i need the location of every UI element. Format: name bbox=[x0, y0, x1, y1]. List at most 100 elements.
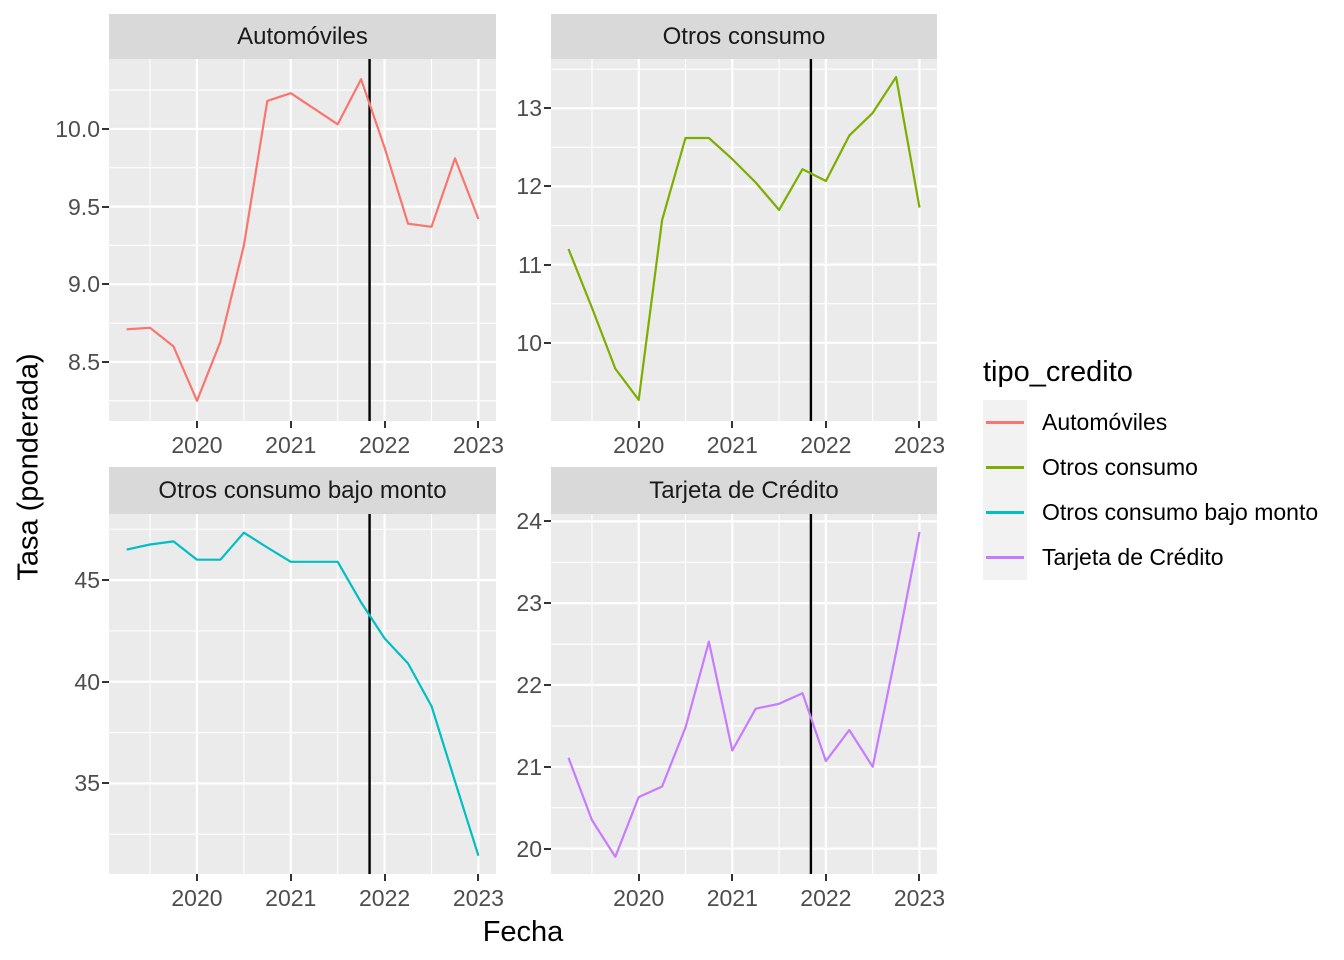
series-line-1 bbox=[567, 75, 921, 401]
legend-item: Tarjeta de Crédito bbox=[983, 535, 1318, 580]
legend-key bbox=[983, 400, 1027, 445]
legend-label: Otros consumo bbox=[1042, 454, 1198, 480]
facet-strip-otros-consumo: Otros consumo bbox=[551, 14, 937, 59]
x-tick-mark bbox=[477, 421, 480, 428]
y-tick-label: 20 bbox=[516, 835, 542, 862]
x-tick-label: 2021 bbox=[265, 885, 317, 911]
x-tick-label: 2021 bbox=[265, 432, 317, 458]
x-tick-mark bbox=[195, 421, 198, 428]
x-tick-label: 2023 bbox=[452, 885, 504, 911]
y-tick-label: 8.5 bbox=[68, 348, 100, 375]
y-tick-mark bbox=[544, 263, 551, 266]
x-tick-label: 2020 bbox=[613, 432, 665, 458]
x-tick-mark bbox=[289, 421, 292, 428]
legend-key bbox=[983, 490, 1027, 535]
panel-background bbox=[551, 514, 937, 874]
x-axis-title: Fecha bbox=[482, 916, 564, 948]
y-tick-label: 12 bbox=[516, 173, 542, 200]
facet-panel-2 bbox=[109, 514, 496, 874]
y-tick-label: 24 bbox=[516, 508, 542, 535]
x-tick-label: 2021 bbox=[706, 885, 758, 911]
legend-line-swatch bbox=[986, 466, 1024, 469]
facet-panel-3 bbox=[551, 514, 937, 874]
y-tick-label: 45 bbox=[74, 567, 100, 594]
y-tick-mark bbox=[544, 107, 551, 110]
x-tick-label: 2022 bbox=[800, 432, 852, 458]
x-tick-label: 2023 bbox=[893, 885, 946, 911]
y-axis-title: Tasa (ponderada) bbox=[12, 353, 45, 581]
x-tick-mark bbox=[637, 874, 640, 881]
y-tick-mark bbox=[102, 579, 109, 582]
y-tick-mark bbox=[102, 283, 109, 286]
x-tick-label: 2022 bbox=[358, 432, 411, 458]
facet-strip-otros-consumo-bajo-monto: Otros consumo bajo monto bbox=[109, 467, 496, 514]
x-tick-mark bbox=[195, 874, 198, 881]
x-tick-label: 2021 bbox=[706, 432, 758, 458]
facet-panel-1 bbox=[551, 59, 937, 421]
x-tick-mark bbox=[918, 874, 921, 881]
y-tick-mark bbox=[544, 847, 551, 850]
x-tick-mark bbox=[824, 421, 827, 428]
y-tick-mark bbox=[102, 782, 109, 785]
x-tick-mark bbox=[637, 421, 640, 428]
series-line-2 bbox=[126, 531, 480, 857]
legend-title: tipo_credito bbox=[983, 356, 1133, 388]
x-tick-label: 2020 bbox=[171, 432, 223, 458]
y-tick-label: 10 bbox=[516, 329, 542, 356]
legend-label: Tarjeta de Crédito bbox=[1042, 544, 1224, 570]
x-tick-mark bbox=[918, 421, 921, 428]
series-line-0 bbox=[126, 78, 480, 402]
facet-strip-label: Otros consumo bbox=[662, 22, 826, 50]
x-tick-label: 2022 bbox=[358, 885, 411, 911]
y-tick-mark bbox=[102, 127, 109, 130]
y-tick-label: 10.0 bbox=[55, 115, 100, 142]
y-tick-label: 40 bbox=[74, 668, 100, 695]
x-tick-mark bbox=[383, 421, 386, 428]
x-tick-label: 2022 bbox=[800, 885, 852, 911]
x-tick-mark bbox=[289, 874, 292, 881]
legend-label: Automóviles bbox=[1042, 409, 1168, 435]
panel-background bbox=[551, 59, 937, 421]
legend-line-swatch bbox=[986, 511, 1024, 514]
legend-key bbox=[983, 445, 1027, 490]
x-tick-label: 2023 bbox=[452, 432, 504, 458]
x-tick-mark bbox=[477, 874, 480, 881]
x-tick-label: 2020 bbox=[171, 885, 223, 911]
legend-items: Automóviles Otros consumo Otros consumo ba… bbox=[983, 400, 1318, 580]
legend-line-swatch bbox=[986, 556, 1024, 559]
y-tick-mark bbox=[544, 185, 551, 188]
y-tick-label: 23 bbox=[516, 590, 542, 617]
series-line-3 bbox=[567, 531, 921, 858]
x-tick-mark bbox=[383, 874, 386, 881]
y-tick-label: 21 bbox=[516, 753, 542, 780]
facet-panel-0 bbox=[109, 59, 496, 421]
facet-strip-label: Otros consumo bajo monto bbox=[158, 476, 447, 504]
legend: tipo_credito Automóviles Otros consumo Otr… bbox=[983, 356, 1318, 580]
y-tick-label: 22 bbox=[516, 672, 542, 698]
x-tick-label: 2020 bbox=[613, 885, 665, 911]
y-tick-mark bbox=[102, 360, 109, 363]
y-tick-mark bbox=[544, 341, 551, 344]
legend-item: Otros consumo bbox=[983, 445, 1318, 490]
legend-item: Otros consumo bajo monto bbox=[983, 490, 1318, 535]
facet-strip-tarjeta-de-credito: Tarjeta de Crédito bbox=[551, 467, 937, 514]
legend-item: Automóviles bbox=[983, 400, 1318, 445]
x-tick-mark bbox=[824, 874, 827, 881]
x-tick-mark bbox=[731, 874, 734, 881]
y-tick-label: 13 bbox=[516, 95, 542, 122]
y-tick-mark bbox=[102, 205, 109, 208]
facet-strip-label: Automóviles bbox=[237, 22, 368, 50]
legend-key bbox=[983, 535, 1027, 580]
y-tick-mark bbox=[544, 765, 551, 768]
y-tick-label: 9.5 bbox=[68, 193, 100, 220]
facet-strip-label: Tarjeta de Crédito bbox=[649, 476, 839, 504]
legend-line-swatch bbox=[986, 421, 1024, 424]
facet-strip-automoviles: Automóviles bbox=[109, 14, 496, 59]
x-tick-mark bbox=[731, 421, 734, 428]
y-tick-mark bbox=[544, 684, 551, 686]
legend-label: Otros consumo bajo monto bbox=[1042, 499, 1319, 525]
y-tick-mark bbox=[544, 602, 551, 605]
y-tick-mark bbox=[102, 680, 109, 683]
y-tick-label: 9.0 bbox=[68, 271, 100, 298]
